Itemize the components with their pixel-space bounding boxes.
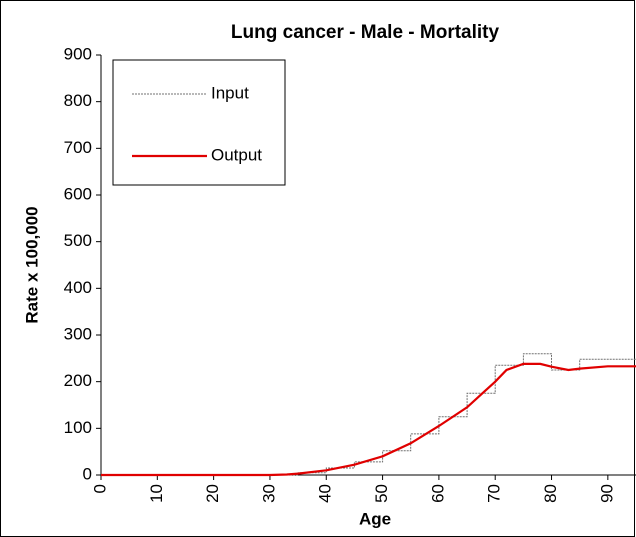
x-tick-label: 70 — [485, 484, 504, 503]
x-tick-label: 90 — [597, 484, 616, 503]
y-tick-label: 400 — [64, 278, 92, 297]
chart-title: Lung cancer - Male - Mortality — [231, 22, 500, 43]
y-tick-label: 900 — [64, 44, 92, 63]
x-tick-label: 40 — [316, 484, 335, 503]
legend-label: Output — [211, 145, 262, 164]
y-tick-label: 800 — [64, 91, 92, 110]
x-axis-title: Age — [359, 509, 391, 528]
x-tick-label: 80 — [541, 484, 560, 503]
y-tick-label: 700 — [64, 138, 92, 157]
x-tick-label: 60 — [428, 484, 447, 503]
x-tick-label: 0 — [90, 484, 109, 493]
y-tick-label: 300 — [64, 324, 92, 343]
legend-box — [112, 59, 286, 186]
y-axis-title: Rate x 100,000 — [22, 206, 41, 323]
legend-label: Input — [211, 83, 249, 102]
y-tick-label: 0 — [83, 464, 92, 483]
y-tick-label: 600 — [64, 184, 92, 203]
x-tick-label: 50 — [372, 484, 391, 503]
x-tick-label: 30 — [259, 484, 278, 503]
x-tick-label: 20 — [203, 484, 222, 503]
y-tick-label: 200 — [64, 371, 92, 390]
x-tick-label: 10 — [147, 484, 166, 503]
line-series — [101, 362, 636, 477]
y-tick-label: 100 — [64, 418, 92, 437]
y-tick-label: 500 — [64, 231, 92, 250]
